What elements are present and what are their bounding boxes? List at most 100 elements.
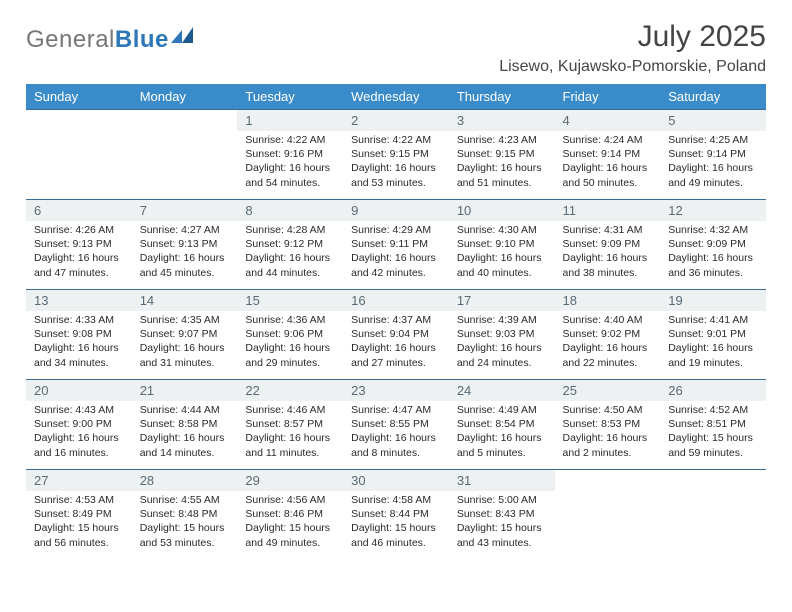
day-details: Sunrise: 4:23 AMSunset: 9:15 PMDaylight:…: [449, 131, 555, 194]
calendar-cell: 17Sunrise: 4:39 AMSunset: 9:03 PMDayligh…: [449, 289, 555, 379]
day-details: Sunrise: 4:44 AMSunset: 8:58 PMDaylight:…: [132, 401, 238, 464]
day-details: Sunrise: 4:36 AMSunset: 9:06 PMDaylight:…: [237, 311, 343, 374]
daylight-line: Daylight: 16 hours and 31 minutes.: [140, 341, 230, 369]
sunset-line: Sunset: 9:09 PM: [668, 237, 758, 251]
daylight-line: Daylight: 16 hours and 34 minutes.: [34, 341, 124, 369]
calendar-cell: [555, 469, 661, 559]
calendar-cell: 28Sunrise: 4:55 AMSunset: 8:48 PMDayligh…: [132, 469, 238, 559]
sunrise-line: Sunrise: 4:46 AM: [245, 403, 335, 417]
calendar-week: 1Sunrise: 4:22 AMSunset: 9:16 PMDaylight…: [26, 109, 766, 199]
sunrise-line: Sunrise: 4:39 AM: [457, 313, 547, 327]
calendar-cell: 16Sunrise: 4:37 AMSunset: 9:04 PMDayligh…: [343, 289, 449, 379]
calendar-cell: 6Sunrise: 4:26 AMSunset: 9:13 PMDaylight…: [26, 199, 132, 289]
sunset-line: Sunset: 9:10 PM: [457, 237, 547, 251]
sunrise-line: Sunrise: 4:26 AM: [34, 223, 124, 237]
calendar-cell: 22Sunrise: 4:46 AMSunset: 8:57 PMDayligh…: [237, 379, 343, 469]
weekday-header-row: Sunday Monday Tuesday Wednesday Thursday…: [26, 84, 766, 109]
sunset-line: Sunset: 9:00 PM: [34, 417, 124, 431]
day-details: Sunrise: 4:41 AMSunset: 9:01 PMDaylight:…: [660, 311, 766, 374]
sunrise-line: Sunrise: 4:53 AM: [34, 493, 124, 507]
day-details: Sunrise: 4:27 AMSunset: 9:13 PMDaylight:…: [132, 221, 238, 284]
day-number: 30: [343, 470, 449, 491]
sunrise-line: Sunrise: 4:25 AM: [668, 133, 758, 147]
calendar-cell: 1Sunrise: 4:22 AMSunset: 9:16 PMDaylight…: [237, 109, 343, 199]
sunrise-line: Sunrise: 4:47 AM: [351, 403, 441, 417]
calendar-cell: 4Sunrise: 4:24 AMSunset: 9:14 PMDaylight…: [555, 109, 661, 199]
brand-logo: GeneralBlue: [26, 20, 193, 54]
daylight-line: Daylight: 16 hours and 49 minutes.: [668, 161, 758, 189]
day-number: 25: [555, 380, 661, 401]
daylight-line: Daylight: 16 hours and 11 minutes.: [245, 431, 335, 459]
calendar-cell: 13Sunrise: 4:33 AMSunset: 9:08 PMDayligh…: [26, 289, 132, 379]
sunrise-line: Sunrise: 4:32 AM: [668, 223, 758, 237]
sunset-line: Sunset: 8:48 PM: [140, 507, 230, 521]
daylight-line: Daylight: 16 hours and 36 minutes.: [668, 251, 758, 279]
sunset-line: Sunset: 8:58 PM: [140, 417, 230, 431]
day-details: Sunrise: 4:29 AMSunset: 9:11 PMDaylight:…: [343, 221, 449, 284]
sunset-line: Sunset: 9:09 PM: [563, 237, 653, 251]
day-details: Sunrise: 4:43 AMSunset: 9:00 PMDaylight:…: [26, 401, 132, 464]
daylight-line: Daylight: 16 hours and 29 minutes.: [245, 341, 335, 369]
calendar-cell: 11Sunrise: 4:31 AMSunset: 9:09 PMDayligh…: [555, 199, 661, 289]
sunset-line: Sunset: 9:15 PM: [351, 147, 441, 161]
sunrise-line: Sunrise: 4:36 AM: [245, 313, 335, 327]
day-details: Sunrise: 4:24 AMSunset: 9:14 PMDaylight:…: [555, 131, 661, 194]
daylight-line: Daylight: 16 hours and 2 minutes.: [563, 431, 653, 459]
weekday-header: Sunday: [26, 84, 132, 109]
weekday-header: Friday: [555, 84, 661, 109]
day-number: 29: [237, 470, 343, 491]
daylight-line: Daylight: 16 hours and 45 minutes.: [140, 251, 230, 279]
sunrise-line: Sunrise: 4:41 AM: [668, 313, 758, 327]
day-number: 9: [343, 200, 449, 221]
calendar-cell: 2Sunrise: 4:22 AMSunset: 9:15 PMDaylight…: [343, 109, 449, 199]
brand-mark-icon: [171, 27, 193, 43]
sunset-line: Sunset: 9:03 PM: [457, 327, 547, 341]
day-number: 5: [660, 110, 766, 131]
day-details: Sunrise: 4:49 AMSunset: 8:54 PMDaylight:…: [449, 401, 555, 464]
day-details: Sunrise: 4:33 AMSunset: 9:08 PMDaylight:…: [26, 311, 132, 374]
daylight-line: Daylight: 16 hours and 24 minutes.: [457, 341, 547, 369]
header: GeneralBlue July 2025 Lisewo, Kujawsko-P…: [26, 20, 766, 76]
weekday-header: Saturday: [660, 84, 766, 109]
day-number: 2: [343, 110, 449, 131]
calendar-cell: 25Sunrise: 4:50 AMSunset: 8:53 PMDayligh…: [555, 379, 661, 469]
day-number: 4: [555, 110, 661, 131]
daylight-line: Daylight: 16 hours and 8 minutes.: [351, 431, 441, 459]
day-number: 20: [26, 380, 132, 401]
daylight-line: Daylight: 16 hours and 19 minutes.: [668, 341, 758, 369]
calendar-cell: 12 Sunrise: 4:32 AMSunset: 9:09 PMDayligh…: [660, 199, 766, 289]
day-number: 27: [26, 470, 132, 491]
daylight-line: Daylight: 16 hours and 38 minutes.: [563, 251, 653, 279]
calendar-cell: 20Sunrise: 4:43 AMSunset: 9:00 PMDayligh…: [26, 379, 132, 469]
daylight-line: Daylight: 16 hours and 47 minutes.: [34, 251, 124, 279]
day-number: 12: [660, 200, 766, 221]
sunset-line: Sunset: 8:54 PM: [457, 417, 547, 431]
day-number: 23: [343, 380, 449, 401]
sunrise-line: Sunrise: 4:24 AM: [563, 133, 653, 147]
sunset-line: Sunset: 8:57 PM: [245, 417, 335, 431]
sunrise-line: Sunrise: 4:50 AM: [563, 403, 653, 417]
calendar-cell: 10Sunrise: 4:30 AMSunset: 9:10 PMDayligh…: [449, 199, 555, 289]
calendar-cell: 9Sunrise: 4:29 AMSunset: 9:11 PMDaylight…: [343, 199, 449, 289]
calendar-cell: 27Sunrise: 4:53 AMSunset: 8:49 PMDayligh…: [26, 469, 132, 559]
weekday-header: Wednesday: [343, 84, 449, 109]
calendar-cell: 26Sunrise: 4:52 AMSunset: 8:51 PMDayligh…: [660, 379, 766, 469]
weekday-header: Monday: [132, 84, 238, 109]
daylight-line: Daylight: 16 hours and 50 minutes.: [563, 161, 653, 189]
day-number: 10: [449, 200, 555, 221]
calendar-cell: 23Sunrise: 4:47 AMSunset: 8:55 PMDayligh…: [343, 379, 449, 469]
sunset-line: Sunset: 9:14 PM: [563, 147, 653, 161]
sunrise-line: Sunrise: 5:00 AM: [457, 493, 547, 507]
sunrise-line: Sunrise: 4:30 AM: [457, 223, 547, 237]
daylight-line: Daylight: 15 hours and 56 minutes.: [34, 521, 124, 549]
sunset-line: Sunset: 9:01 PM: [668, 327, 758, 341]
daylight-line: Daylight: 16 hours and 42 minutes.: [351, 251, 441, 279]
sunrise-line: Sunrise: 4:31 AM: [563, 223, 653, 237]
day-number: 13: [26, 290, 132, 311]
sunrise-line: Sunrise: 4:55 AM: [140, 493, 230, 507]
day-details: Sunrise: 4:56 AMSunset: 8:46 PMDaylight:…: [237, 491, 343, 554]
daylight-line: Daylight: 15 hours and 53 minutes.: [140, 521, 230, 549]
day-details: Sunrise: 4:31 AMSunset: 9:09 PMDaylight:…: [555, 221, 661, 284]
sunset-line: Sunset: 9:14 PM: [668, 147, 758, 161]
sunrise-line: Sunrise: 4:33 AM: [34, 313, 124, 327]
